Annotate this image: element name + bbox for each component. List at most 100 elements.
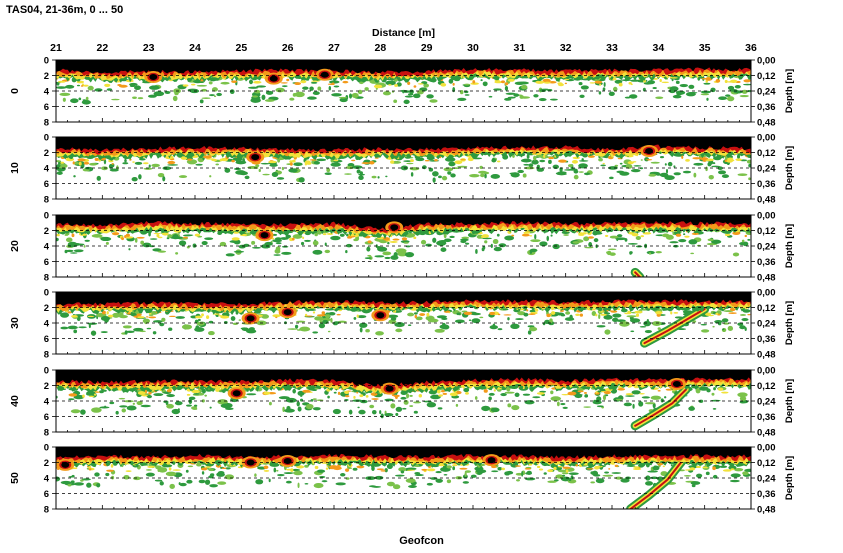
reflection-speckle <box>382 237 390 241</box>
left-tick-label: 8 <box>44 350 49 361</box>
reflection-speckle <box>212 313 221 315</box>
reflection-speckle <box>219 241 227 247</box>
reflection-speckle <box>418 393 423 398</box>
reflection-speckle <box>536 465 541 469</box>
reflection-speckle <box>595 313 598 317</box>
reflection-speckle <box>192 243 197 248</box>
reflection-speckle <box>712 162 716 165</box>
reflection-speckle <box>602 394 607 401</box>
reflection-speckle <box>565 469 569 473</box>
reflection-speckle <box>252 246 261 249</box>
reflection-speckle <box>253 80 262 84</box>
reflection-speckle <box>78 326 87 329</box>
reflection-speckle <box>285 234 292 239</box>
radargram-panel: 0 2 4 6 8 0,00 0,12 0,24 0,36 0,48 Depth [m] 30 <box>9 288 795 361</box>
reflection-speckle <box>493 389 496 392</box>
reflection-speckle <box>145 469 152 471</box>
reflection-speckle <box>296 320 306 323</box>
reflection-speckle <box>186 393 191 396</box>
reflection-speckle <box>104 83 111 87</box>
reflection-speckle <box>609 252 616 256</box>
reflection-speckle <box>689 467 696 471</box>
reflection-speckle <box>165 400 169 406</box>
reflection-speckle <box>447 171 452 175</box>
reflection-speckle <box>695 465 702 469</box>
reflection-speckle <box>335 482 346 486</box>
reflection-speckle <box>440 247 447 252</box>
reflection-speckle <box>715 78 721 83</box>
reflection-speckle <box>536 164 540 170</box>
panel-label: 50 <box>9 472 21 484</box>
reflection-speckle <box>248 327 255 331</box>
reflection-speckle <box>596 325 606 328</box>
reflection-speckle <box>206 315 210 320</box>
reflection-speckle <box>688 465 699 469</box>
x-tick-label: 29 <box>421 42 433 54</box>
reflection-speckle <box>263 465 269 470</box>
reflection-speckle <box>490 243 493 249</box>
reflection-speckle <box>304 482 309 485</box>
strong-reflector <box>376 312 385 319</box>
reflection-speckle <box>480 79 483 82</box>
reflection-speckle <box>71 315 78 318</box>
reflection-speckle <box>188 396 196 400</box>
reflection-speckle <box>662 175 671 177</box>
right-tick-label: 0,48 <box>757 428 776 439</box>
reflection-speckle <box>56 86 67 89</box>
left-tick-label: 8 <box>44 428 49 439</box>
reflection-speckle <box>337 391 341 395</box>
right-tick-label: 0,36 <box>757 257 776 268</box>
reflection-speckle <box>414 472 421 475</box>
reflection-speckle <box>426 468 436 472</box>
reflection-speckle <box>72 161 75 165</box>
reflection-speckle <box>517 311 526 316</box>
reflection-speckle <box>412 93 421 99</box>
reflection-speckle <box>371 398 379 400</box>
reflection-speckle <box>374 475 384 480</box>
reflection-speckle <box>324 313 331 319</box>
reflection-speckle <box>206 158 215 160</box>
reflection-speckle <box>632 467 642 471</box>
reflection-speckle <box>598 91 602 95</box>
reflection-speckle <box>67 311 72 314</box>
reflection-speckle <box>326 168 331 173</box>
reflection-speckle <box>106 311 109 315</box>
reflection-speckle <box>122 325 132 329</box>
right-tick-label: 0,36 <box>757 102 776 113</box>
reflection-speckle <box>449 235 455 239</box>
reflection-speckle <box>310 399 314 402</box>
reflection-speckle <box>426 482 433 486</box>
left-tick-label: 4 <box>44 474 50 485</box>
reflection-speckle <box>410 172 414 177</box>
reflection-speckle <box>339 97 348 103</box>
reflection-speckle <box>252 95 259 98</box>
reflection-speckle <box>460 159 466 161</box>
reflection-speckle <box>289 97 295 101</box>
reflection-speckle <box>407 324 412 327</box>
reflection-speckle <box>488 392 495 396</box>
reflection-speckle <box>172 234 179 240</box>
reflection-speckle <box>356 315 367 319</box>
radargram-panel: 0 2 4 6 8 0,00 0,12 0,24 0,36 0,48 Depth [m] 40 <box>9 366 795 439</box>
left-tick-label: 0 <box>44 133 49 144</box>
reflection-speckle <box>91 407 102 413</box>
reflection-speckle <box>673 172 681 176</box>
reflection-speckle <box>481 405 491 412</box>
reflection-speckle <box>377 246 388 252</box>
reflection-speckle <box>122 162 129 165</box>
reflection-speckle <box>496 160 501 163</box>
reflection-speckle <box>379 410 382 415</box>
reflection-speckle <box>100 316 110 321</box>
reflection-speckle <box>124 236 134 239</box>
reflection-speckle <box>367 240 372 244</box>
reflection-speckle <box>387 241 390 245</box>
reflection-speckle <box>728 159 735 162</box>
reflection-speckle <box>646 250 655 255</box>
reflection-speckle <box>273 254 281 256</box>
reflection-speckle <box>272 314 281 318</box>
reflection-speckle <box>511 234 515 237</box>
reflection-speckle <box>517 169 524 174</box>
reflection-speckle <box>125 233 131 237</box>
reflection-speckle <box>722 328 725 331</box>
strong-reflector <box>672 380 681 387</box>
